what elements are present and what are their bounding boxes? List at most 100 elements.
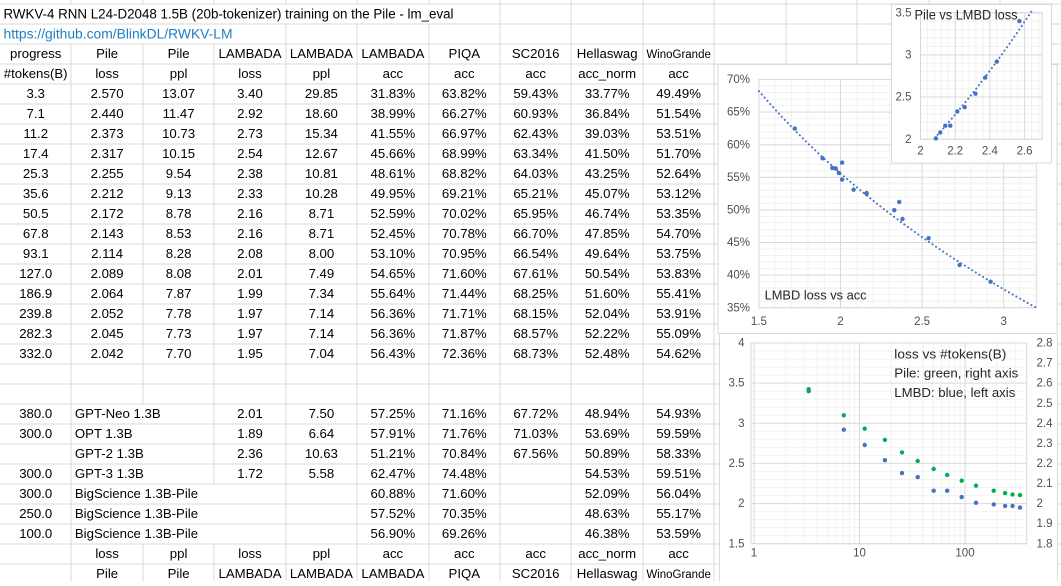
svg-text:70.84%: 70.84% bbox=[442, 446, 487, 461]
svg-text:acc: acc bbox=[668, 546, 689, 561]
svg-text:35.6: 35.6 bbox=[23, 186, 49, 201]
svg-text:7.78: 7.78 bbox=[166, 306, 192, 321]
svg-text:3: 3 bbox=[1000, 316, 1006, 328]
svg-text:55.09%: 55.09% bbox=[656, 326, 701, 341]
svg-text:2.3: 2.3 bbox=[1037, 438, 1053, 450]
svg-text:66.97%: 66.97% bbox=[442, 126, 487, 141]
svg-text:56.04%: 56.04% bbox=[656, 486, 701, 501]
svg-text:9.13: 9.13 bbox=[166, 186, 192, 201]
svg-text:51.70%: 51.70% bbox=[656, 146, 701, 161]
svg-text:68.57%: 68.57% bbox=[513, 326, 558, 341]
svg-text:4: 4 bbox=[738, 338, 745, 350]
svg-text:BigScience 1.3B-Pile: BigScience 1.3B-Pile bbox=[75, 506, 198, 521]
svg-text:65.95%: 65.95% bbox=[513, 206, 558, 221]
svg-text:127.0: 127.0 bbox=[19, 266, 52, 281]
svg-text:53.69%: 53.69% bbox=[585, 426, 630, 441]
svg-text:45%: 45% bbox=[727, 237, 750, 249]
svg-text:45.66%: 45.66% bbox=[371, 146, 416, 161]
svg-text:5.58: 5.58 bbox=[309, 466, 335, 481]
svg-text:70.95%: 70.95% bbox=[442, 246, 487, 261]
svg-text:35%: 35% bbox=[727, 302, 750, 314]
svg-text:2.2: 2.2 bbox=[947, 146, 963, 158]
svg-text:1.8: 1.8 bbox=[1037, 538, 1053, 550]
svg-text:acc: acc bbox=[383, 66, 404, 81]
svg-text:Pile: green, right axis: Pile: green, right axis bbox=[894, 366, 1018, 381]
svg-text:3.5: 3.5 bbox=[729, 378, 745, 390]
svg-text:49.95%: 49.95% bbox=[371, 186, 416, 201]
svg-text:8.28: 8.28 bbox=[166, 246, 192, 261]
svg-text:ppl: ppl bbox=[313, 546, 331, 561]
svg-text:1.89: 1.89 bbox=[237, 426, 263, 441]
svg-text:50.5: 50.5 bbox=[23, 206, 49, 221]
svg-text:53.83%: 53.83% bbox=[656, 266, 701, 281]
svg-text:59.43%: 59.43% bbox=[513, 86, 558, 101]
svg-text:Pile vs LMBD loss: Pile vs LMBD loss bbox=[915, 7, 1018, 23]
svg-text:65.21%: 65.21% bbox=[513, 186, 558, 201]
svg-text:68.82%: 68.82% bbox=[442, 166, 487, 181]
svg-text:2.5: 2.5 bbox=[896, 92, 912, 104]
svg-text:31.83%: 31.83% bbox=[371, 86, 416, 101]
svg-text:40%: 40% bbox=[727, 270, 750, 282]
svg-text:66.27%: 66.27% bbox=[442, 106, 487, 121]
svg-text:2.5: 2.5 bbox=[729, 458, 745, 470]
svg-text:7.50: 7.50 bbox=[309, 406, 335, 421]
svg-text:acc: acc bbox=[454, 66, 475, 81]
svg-text:2.6: 2.6 bbox=[1017, 146, 1033, 158]
svg-text:93.1: 93.1 bbox=[23, 246, 49, 261]
svg-text:LMBD loss vs acc: LMBD loss vs acc bbox=[765, 287, 867, 302]
svg-text:8.71: 8.71 bbox=[309, 226, 335, 241]
svg-text:59.59%: 59.59% bbox=[656, 426, 701, 441]
svg-text:2.16: 2.16 bbox=[237, 206, 263, 221]
svg-text:50.89%: 50.89% bbox=[585, 446, 630, 461]
svg-text:2.5: 2.5 bbox=[914, 316, 930, 328]
svg-text:3: 3 bbox=[738, 418, 744, 430]
svg-text:71.16%: 71.16% bbox=[442, 406, 487, 421]
svg-text:51.21%: 51.21% bbox=[371, 446, 416, 461]
svg-text:1.97: 1.97 bbox=[237, 306, 263, 321]
svg-text:2.73: 2.73 bbox=[237, 126, 263, 141]
svg-text:BigScience 1.3B-Pile: BigScience 1.3B-Pile bbox=[75, 486, 198, 501]
svg-text:Pile: Pile bbox=[96, 566, 118, 581]
svg-text:67.72%: 67.72% bbox=[513, 406, 558, 421]
svg-text:11.47: 11.47 bbox=[163, 106, 195, 121]
svg-text:69.26%: 69.26% bbox=[442, 526, 487, 541]
svg-text:2.01: 2.01 bbox=[237, 406, 263, 421]
svg-text:2.570: 2.570 bbox=[91, 86, 124, 101]
svg-text:71.71%: 71.71% bbox=[442, 306, 487, 321]
svg-text:7.70: 7.70 bbox=[166, 346, 192, 361]
svg-text:loss: loss bbox=[95, 66, 119, 81]
svg-text:2.373: 2.373 bbox=[91, 126, 124, 141]
svg-text:17.4: 17.4 bbox=[23, 146, 49, 161]
svg-text:2.36: 2.36 bbox=[237, 446, 263, 461]
svg-text:3.3: 3.3 bbox=[27, 86, 45, 101]
svg-text:2: 2 bbox=[1037, 498, 1043, 510]
svg-text:282.3: 282.3 bbox=[19, 326, 52, 341]
svg-text:8.71: 8.71 bbox=[309, 206, 335, 221]
svg-text:54.93%: 54.93% bbox=[656, 406, 701, 421]
svg-text:10.81: 10.81 bbox=[305, 166, 338, 181]
svg-text:Pile: Pile bbox=[96, 46, 118, 61]
svg-text:29.85: 29.85 bbox=[305, 86, 338, 101]
svg-text:54.53%: 54.53% bbox=[585, 466, 630, 481]
svg-text:2.1: 2.1 bbox=[1037, 478, 1053, 490]
svg-text:71.44%: 71.44% bbox=[442, 286, 487, 301]
svg-text:LAMBADA: LAMBADA bbox=[290, 46, 353, 61]
svg-text:loss: loss bbox=[95, 546, 119, 561]
svg-text:72.36%: 72.36% bbox=[442, 346, 487, 361]
svg-text:GPT-3 1.3B: GPT-3 1.3B bbox=[75, 466, 144, 481]
svg-text:66.70%: 66.70% bbox=[513, 226, 558, 241]
svg-text:1.95: 1.95 bbox=[237, 346, 263, 361]
svg-text:2.440: 2.440 bbox=[91, 106, 124, 121]
svg-text:progress: progress bbox=[10, 46, 62, 61]
svg-text:12.67: 12.67 bbox=[305, 146, 338, 161]
svg-text:7.04: 7.04 bbox=[309, 346, 335, 361]
svg-text:2.5: 2.5 bbox=[1037, 398, 1053, 410]
svg-text:2.042: 2.042 bbox=[91, 346, 124, 361]
svg-text:53.12%: 53.12% bbox=[656, 186, 701, 201]
svg-text:7.34: 7.34 bbox=[309, 286, 335, 301]
svg-text:63.34%: 63.34% bbox=[513, 146, 558, 161]
svg-text:8.53: 8.53 bbox=[166, 226, 192, 241]
svg-text:67.8: 67.8 bbox=[23, 226, 49, 241]
svg-text:18.60: 18.60 bbox=[305, 106, 338, 121]
svg-text:2.08: 2.08 bbox=[237, 246, 263, 261]
